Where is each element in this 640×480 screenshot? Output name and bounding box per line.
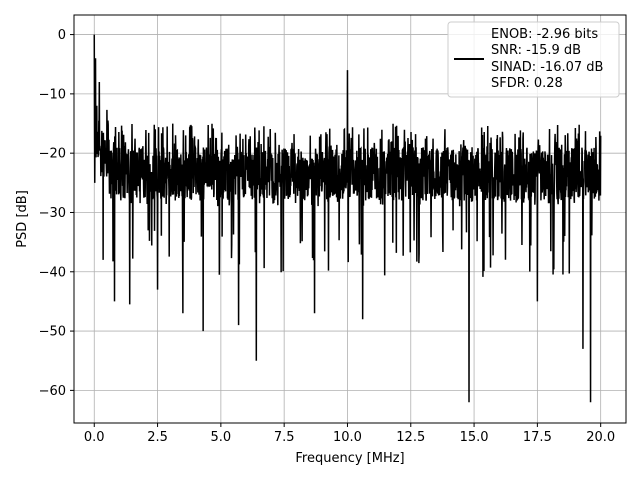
x-axis-label: Frequency [MHz] <box>295 451 404 466</box>
legend-box <box>447 21 620 98</box>
legend: ENOB: -2.96 bits SNR: -15.9 dB SINAD: -1… <box>447 21 620 98</box>
legend-line-sinad: SINAD: -16.07 dB <box>491 60 603 75</box>
x-tick-label: 12.5 <box>396 430 425 445</box>
y-axis-label: PSD [dB] <box>15 190 30 248</box>
legend-line-sfdr: SFDR: 0.28 <box>491 76 563 91</box>
y-axis: 0 −10 −20 −30 −40 −50 −60 <box>39 28 74 399</box>
x-tick-label: 15.0 <box>460 430 489 445</box>
y-tick-label: −30 <box>39 206 66 221</box>
plot-frame <box>73 14 627 424</box>
x-axis: 0.0 2.5 5.0 7.5 10.0 12.5 15.0 17.5 20.0 <box>84 423 615 445</box>
x-tick-label: 5.0 <box>211 430 232 445</box>
psd-series-line <box>93 34 602 403</box>
x-tick-label: 17.5 <box>523 430 552 445</box>
y-tick-label: −60 <box>39 384 66 399</box>
y-tick-label: −20 <box>39 147 66 162</box>
x-tick-label: 2.5 <box>147 430 168 445</box>
y-tick-label: −40 <box>39 265 66 280</box>
legend-line-snr: SNR: -15.9 dB <box>491 43 581 58</box>
x-tick-label: 0.0 <box>84 430 105 445</box>
x-tick-label: 7.5 <box>274 430 295 445</box>
series-layer <box>93 34 602 403</box>
legend-line-enob: ENOB: -2.96 bits <box>491 27 598 42</box>
x-tick-label: 20.0 <box>586 430 615 445</box>
x-tick-label: 10.0 <box>333 430 362 445</box>
y-tick-label: −10 <box>39 87 66 102</box>
y-tick-label: 0 <box>58 28 66 43</box>
y-tick-label: −50 <box>39 325 66 340</box>
